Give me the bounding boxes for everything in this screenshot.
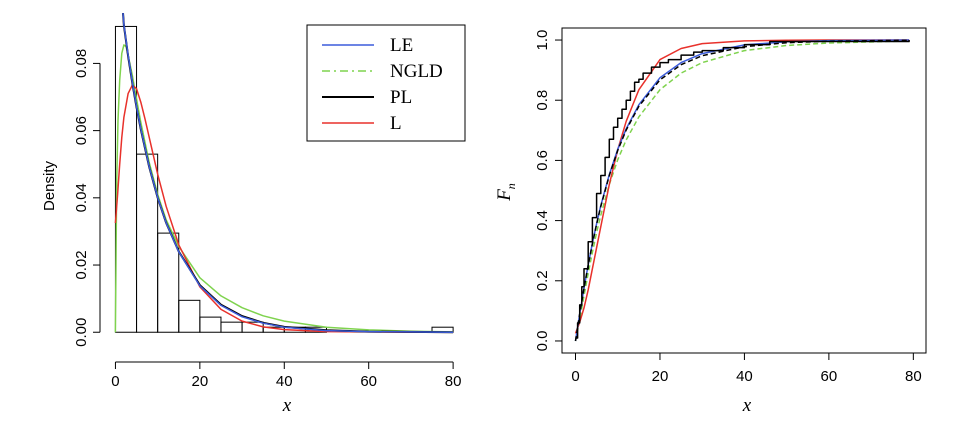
right-y-axis-title: Fn — [494, 183, 518, 202]
left-y-tick-label: 0.06 — [73, 116, 90, 145]
cdf-curve-empirical — [576, 40, 910, 339]
right-x-tick-label: 60 — [821, 368, 838, 385]
right-y-tick-label: 0.0 — [534, 331, 551, 352]
left-y-tick-label: 0.00 — [73, 318, 90, 347]
legend-label-l: L — [390, 113, 402, 134]
right-axes: 0 20 40 60 80 0.0 0.2 0.4 0.6 0.8 1.0 — [534, 30, 922, 385]
ecdf-panel: 0 20 40 60 80 0.0 0.2 0.4 0.6 0.8 1.0 Fn x — [494, 27, 927, 416]
left-axes: 0 20 40 60 80 0.00 0.02 0.04 0.06 0.08 — [73, 49, 461, 390]
right-x-tick-label: 20 — [652, 368, 669, 385]
left-x-tick-label: 20 — [192, 373, 209, 390]
left-x-axis-title: x — [282, 395, 292, 416]
right-y-tick-label: 0.2 — [534, 270, 551, 291]
right-y-tick-label: 1.0 — [534, 30, 551, 51]
histogram-bar-2 — [157, 232, 180, 333]
left-x-tick-label: 0 — [111, 373, 119, 390]
density-curve-le — [122, 13, 454, 333]
left-y-tick-label: 0.04 — [73, 183, 90, 212]
cdf-curve-ngld — [574, 40, 910, 342]
density-curves — [114, 13, 454, 334]
right-x-tick-label: 80 — [905, 368, 922, 385]
right-plot-frame — [561, 27, 927, 354]
density-histogram-panel: 0 20 40 60 80 0.00 0.02 0.04 0.06 0.08 LE NGLD PL… — [41, 13, 466, 416]
right-y-tick-label: 0.8 — [534, 90, 551, 111]
cdf-curve-le — [574, 39, 910, 342]
left-y-axis-title: Density — [41, 160, 58, 211]
histogram-bar-4 — [199, 316, 222, 333]
cdf-curves — [574, 39, 910, 342]
right-x-tick-label: 0 — [571, 368, 579, 385]
right-x-tick-label: 40 — [736, 368, 753, 385]
right-y-axis-title-sub: n — [504, 183, 518, 189]
legend: LE NGLD PL L — [306, 24, 466, 142]
density-curve-ngld — [114, 44, 454, 333]
left-y-tick-label: 0.02 — [73, 250, 90, 279]
density-curve-l — [114, 84, 454, 333]
right-y-tick-label: 0.6 — [534, 150, 551, 171]
cdf-curve-pl — [574, 39, 910, 342]
left-x-tick-label: 60 — [360, 373, 377, 390]
right-y-tick-label: 0.4 — [534, 210, 551, 231]
histogram-bar-5 — [220, 321, 243, 333]
left-x-tick-label: 40 — [276, 373, 293, 390]
legend-label-pl: PL — [390, 87, 412, 108]
legend-label-ngld: NGLD — [390, 61, 443, 82]
cdf-curve-l — [574, 39, 910, 334]
histogram-bar-3 — [178, 299, 201, 333]
left-x-tick-label: 80 — [445, 373, 462, 390]
legend-label-le: LE — [390, 35, 413, 56]
right-y-axis-title-main: F — [494, 189, 515, 202]
left-y-tick-label: 0.08 — [73, 49, 90, 78]
right-x-axis-title: x — [742, 395, 752, 416]
